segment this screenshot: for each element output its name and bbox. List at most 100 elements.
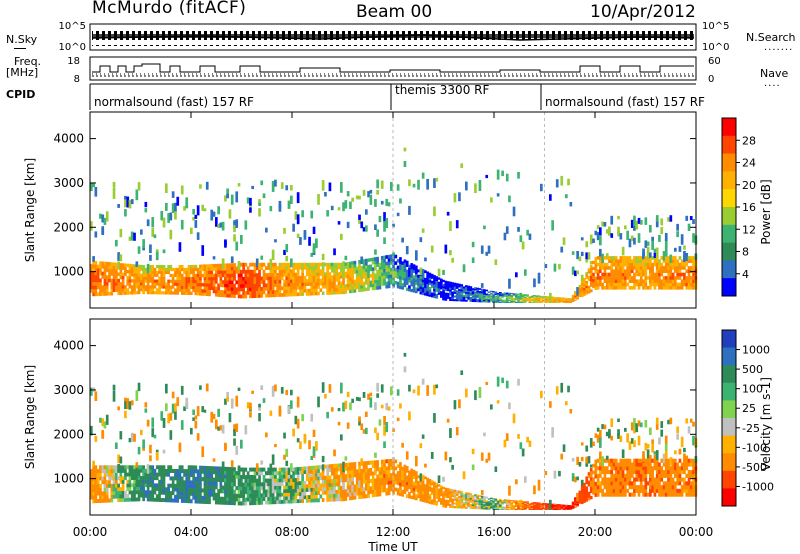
echo-cell — [380, 470, 384, 475]
echo-cell — [594, 257, 598, 261]
echo-cell — [335, 262, 339, 267]
echo-cell — [426, 178, 429, 190]
echo-cell — [240, 493, 243, 498]
echo-cell — [515, 301, 518, 303]
echo-cell — [483, 496, 486, 498]
echo-cell — [110, 487, 114, 492]
echo-cell — [383, 221, 386, 232]
echo-cell — [687, 272, 691, 277]
echo-cell — [130, 472, 134, 477]
echo-cell — [99, 281, 102, 286]
echo-cell — [505, 433, 509, 441]
echo-cell — [387, 480, 391, 485]
echo-cell — [528, 233, 532, 240]
echo-cell — [405, 484, 409, 489]
echo-cell — [555, 508, 559, 510]
echo-cell — [412, 275, 416, 279]
echo-cell — [555, 179, 559, 188]
echo-cell — [228, 474, 232, 479]
echo-cell — [153, 291, 157, 295]
echo-cell — [390, 267, 393, 272]
echo-cell — [360, 468, 364, 473]
echo-cell — [585, 493, 589, 497]
echo-cell — [351, 469, 354, 474]
echo-cell — [692, 262, 695, 267]
echo-cell — [271, 454, 275, 465]
echo-cell — [467, 497, 470, 500]
echo-cell — [483, 297, 486, 299]
echo-cell — [480, 296, 484, 299]
echo-cell — [267, 262, 270, 267]
echo-cell — [192, 282, 195, 287]
echo-cell — [303, 279, 307, 283]
echo-cell — [505, 500, 509, 502]
echo-cell — [237, 261, 241, 271]
echo-cell — [142, 493, 145, 498]
echo-cell — [346, 462, 350, 467]
echo-cell — [442, 505, 445, 508]
echo-cell — [374, 283, 377, 287]
echo-cell — [290, 292, 293, 297]
echo-cell — [299, 441, 302, 450]
echo-cell — [121, 285, 125, 289]
echo-cell — [565, 401, 568, 406]
echo-cell — [446, 281, 450, 284]
echo-cell — [542, 503, 545, 505]
echo-cell — [326, 262, 329, 267]
echo-cell — [219, 425, 223, 431]
echo-cell — [342, 281, 345, 285]
echo-cell — [517, 434, 520, 439]
echo-cell — [176, 397, 180, 407]
echo-cell — [115, 483, 118, 488]
echo-cell — [592, 284, 595, 289]
echo-cell — [458, 504, 461, 507]
echo-cell — [551, 505, 554, 507]
echo-cell — [494, 506, 498, 508]
echo-cell — [176, 487, 180, 492]
echo-cell — [444, 294, 448, 297]
echo-cell — [90, 488, 93, 493]
echo-cell — [396, 491, 400, 496]
echo-cell — [455, 297, 459, 300]
echo-cell — [571, 505, 575, 507]
echo-cell — [451, 298, 454, 302]
echo-cell — [619, 259, 623, 263]
echo-cell — [351, 197, 354, 202]
echo-cell — [351, 462, 354, 467]
echo-cell — [474, 504, 477, 507]
echo-cell — [517, 227, 520, 232]
echo-cell — [628, 269, 632, 273]
echo-cell — [167, 291, 170, 295]
echo-cell — [678, 272, 682, 277]
echo-cell — [221, 258, 225, 270]
echo-cell — [453, 295, 457, 298]
echo-cell — [387, 491, 391, 496]
echo-cell — [685, 286, 689, 290]
echo-cell — [569, 202, 573, 207]
echo-cell — [494, 296, 498, 298]
echo-cell — [505, 300, 509, 302]
echo-cell — [342, 485, 345, 490]
echo-cell — [317, 476, 320, 481]
echo-cell — [540, 504, 543, 505]
echo-cell — [126, 483, 130, 488]
echo-cell — [426, 485, 429, 489]
echo-cell — [596, 279, 600, 283]
echo-cell — [444, 244, 448, 254]
echo-cell — [685, 259, 689, 263]
echo-cell — [299, 279, 302, 283]
echo-cell — [294, 266, 298, 270]
echo-cell — [192, 491, 195, 496]
echo-cell — [380, 265, 384, 270]
echo-cell — [290, 485, 293, 490]
echo-cell — [140, 276, 143, 280]
echo-cell — [374, 493, 377, 497]
echo-cell — [230, 276, 234, 281]
echo-cell — [269, 485, 273, 490]
echo-cell — [303, 484, 307, 489]
echo-cell — [642, 259, 645, 263]
echo-cell — [119, 498, 123, 502]
echo-cell — [533, 502, 536, 504]
echo-cell — [221, 273, 225, 278]
echo-cell — [460, 294, 464, 297]
